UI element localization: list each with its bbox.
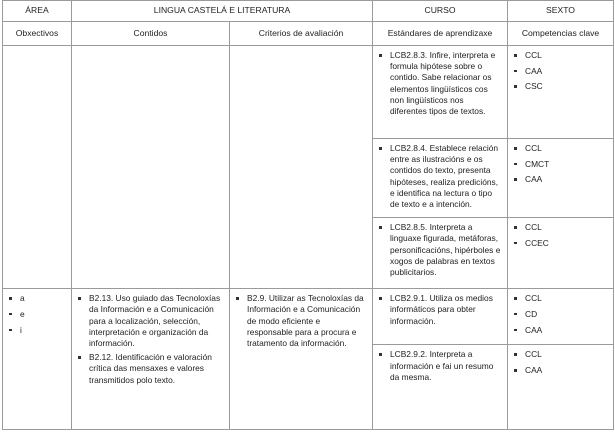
competences-cell: CCL CAA xyxy=(507,344,615,431)
objective-item: i xyxy=(8,325,66,336)
curriculum-table: ÁREA LINGUA CASTELÁ E LITERATURA CURSO S… xyxy=(2,0,615,431)
content-item: B2.13. Uso guiado das Tecnoloxías da Inf… xyxy=(77,293,224,349)
competences-cell: CCL CAA CSC xyxy=(507,45,615,139)
table-row: a e i B2.13. Uso guiado das Tecnoloxías … xyxy=(2,288,615,431)
criterion-item: B2.9. Utilizar as Tecnoloxías da Informa… xyxy=(235,293,367,349)
contents-cell: B2.13. Uso guiado das Tecnoloxías da Inf… xyxy=(71,288,230,431)
standard-item: LCB2.8.3. Infire, interpreta e formula h… xyxy=(378,50,502,117)
standard-item: LCB2.9.2. Interpreta a información e fai… xyxy=(378,349,502,383)
col-competences: Competencias clave xyxy=(507,21,615,46)
content-item: B2.12. Identificación e valoración críti… xyxy=(77,352,224,386)
standard-cell: LCB2.8.4. Establece relación entre as il… xyxy=(372,137,509,219)
competences-cell: CCL CMCT CAA xyxy=(507,137,615,219)
header-row: ÁREA LINGUA CASTELÁ E LITERATURA CURSO S… xyxy=(2,0,615,22)
standard-item: LCB2.9.1. Utiliza os medios informáticos… xyxy=(378,293,502,327)
objectives-cell: a e i xyxy=(2,288,72,431)
area-value: LINGUA CASTELÁ E LITERATURA xyxy=(70,0,374,22)
competence-item: CAA xyxy=(513,174,608,185)
competence-item: CCEC xyxy=(513,238,608,249)
col-standards: Estándares de aprendizaxe xyxy=(372,21,509,46)
competence-item: CCL xyxy=(513,50,608,61)
objective-item: a xyxy=(8,293,66,304)
competence-item: CAA xyxy=(513,325,608,336)
course-label: CURSO xyxy=(372,0,509,22)
table-row: LCB2.8.4. Establece relación entre as il… xyxy=(3,137,615,219)
competence-item: CSC xyxy=(513,81,608,92)
course-value: SEXTO xyxy=(507,0,615,22)
criteria-cell: B2.9. Utilizar as Tecnoloxías da Informa… xyxy=(228,288,374,431)
competence-item: CCL xyxy=(513,222,608,233)
table-row: LCB2.9.2. Interpreta a información e fai… xyxy=(3,344,615,431)
competence-item: CCL xyxy=(513,293,608,304)
column-header-row: Obxectivos Contidos Criterios de avaliac… xyxy=(2,21,615,46)
standard-cell: LCB2.8.3. Infire, interpreta e formula h… xyxy=(372,45,509,139)
objective-item: e xyxy=(8,309,66,320)
table-row: LCB2.8.3. Infire, interpreta e formula h… xyxy=(2,44,615,290)
competences-cell: CCL CD CAA xyxy=(507,288,615,346)
objectives-cell xyxy=(2,44,72,290)
competence-item: CCL xyxy=(513,349,608,360)
standard-cell: LCB2.8.5. Interpreta a linguaxe figurada… xyxy=(372,217,509,290)
competence-item: CMCT xyxy=(513,159,608,170)
competence-item: CD xyxy=(513,309,608,320)
competence-item: CAA xyxy=(513,66,608,77)
col-criteria: Criterios de avaliación xyxy=(228,21,374,46)
standard-item: LCB2.8.5. Interpreta a linguaxe figurada… xyxy=(378,222,502,278)
criteria-cell xyxy=(228,44,374,290)
area-label: ÁREA xyxy=(2,0,72,22)
contents-cell xyxy=(71,44,230,290)
competence-item: CAA xyxy=(513,365,608,376)
col-objectives: Obxectivos xyxy=(2,21,72,46)
standard-item: LCB2.8.4. Establece relación entre as il… xyxy=(378,143,502,210)
competences-cell: CCL CCEC xyxy=(507,217,615,290)
col-contents: Contidos xyxy=(71,21,230,46)
standard-cell: LCB2.9.2. Interpreta a información e fai… xyxy=(372,344,509,431)
standard-cell: LCB2.9.1. Utiliza os medios informáticos… xyxy=(372,288,509,346)
competence-item: CCL xyxy=(513,143,608,154)
